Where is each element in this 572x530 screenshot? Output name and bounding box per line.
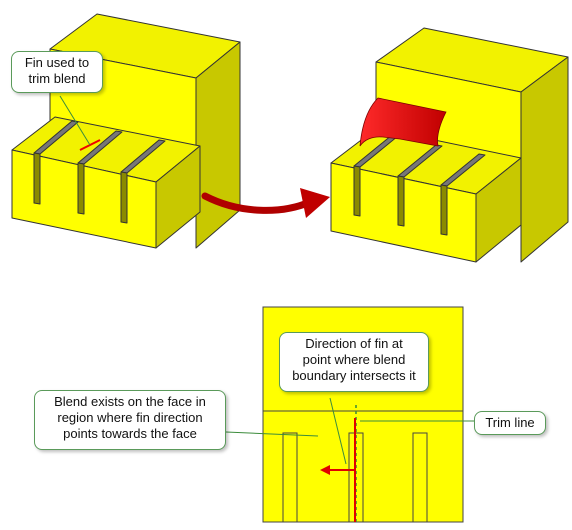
callout-blend-exists-line-1: Blend exists on the face in [54,394,206,409]
callout-blend-exists-line-2: region where fin direction [57,410,203,425]
callout-fin-trim-line-2: trim blend [28,71,86,86]
block-before [11,13,241,249]
callout-blend-exists-line-3: points towards the face [63,426,197,441]
leader-fin-trim [59,95,91,146]
leader-blend-exists [225,431,319,437]
slot-1 [282,432,298,523]
top-view [262,306,464,523]
leader-fin-direction [329,397,347,465]
callout-fin-trim: Fin used to trim blend [11,51,103,93]
callout-fin-direction-line-1: Direction of fin at [305,336,403,351]
callout-trim-line: Trim line [474,411,546,435]
callout-trim-line-line-1: Trim line [485,415,535,430]
transform-arrow-head [300,188,330,218]
callout-fin-trim-line-1: Fin used to [24,55,90,70]
callout-fin-direction-line-3: boundary intersects it [292,368,416,383]
callout-fin-direction: Direction of fin at point where blend bo… [279,332,429,392]
slot-3 [412,432,428,523]
transform-arrow [201,192,314,214]
callout-fin-direction-line-2: point where blend [302,352,406,367]
callout-blend-exists: Blend exists on the face in region where… [34,390,226,450]
fin-direction-arrow-head [320,465,330,475]
blend-surface [359,97,447,147]
block-after [330,27,569,263]
